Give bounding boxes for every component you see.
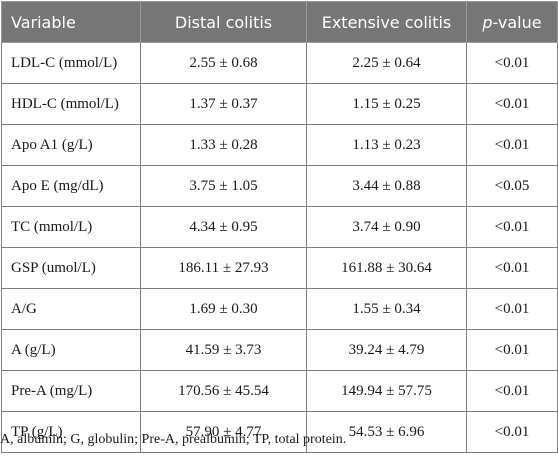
header-p-value: p-value — [466, 1, 558, 43]
cell-distal: 41.59 ± 3.73 — [140, 329, 307, 371]
cell-p-value: <0.01 — [466, 206, 558, 248]
cell-extensive: 161.88 ± 30.64 — [306, 247, 467, 289]
cell-extensive: 1.15 ± 0.25 — [306, 83, 467, 125]
table-row: GSP (umol/L) 186.11 ± 27.93 161.88 ± 30.… — [1, 247, 558, 289]
cell-distal: 4.34 ± 0.95 — [140, 206, 307, 248]
cell-distal: 186.11 ± 27.93 — [140, 247, 307, 289]
header-p-suffix: -value — [492, 12, 542, 32]
cell-variable: Apo A1 (g/L) — [1, 124, 141, 166]
header-extensive-colitis: Extensive colitis — [306, 1, 467, 43]
cell-p-value: <0.01 — [466, 42, 558, 84]
cell-p-value: <0.01 — [466, 288, 558, 330]
cell-variable: Apo E (mg/dL) — [1, 165, 141, 207]
cell-variable: HDL-C (mmol/L) — [1, 83, 141, 125]
cell-variable: A/G — [1, 288, 141, 330]
table-row: Apo A1 (g/L) 1.33 ± 0.28 1.13 ± 0.23 <0.… — [1, 124, 558, 166]
cell-extensive: 1.13 ± 0.23 — [306, 124, 467, 166]
cell-distal: 1.33 ± 0.28 — [140, 124, 307, 166]
table-row: HDL-C (mmol/L) 1.37 ± 0.37 1.15 ± 0.25 <… — [1, 83, 558, 125]
cell-distal: 57.90 ± 4.77 — [140, 411, 307, 453]
cell-variable: Pre-A (mg/L) — [1, 370, 141, 412]
header-variable: Variable — [1, 1, 141, 43]
table-body: LDL-C (mmol/L) 2.55 ± 0.68 2.25 ± 0.64 <… — [1, 42, 558, 453]
cell-variable: TC (mmol/L) — [1, 206, 141, 248]
table-row: Pre-A (mg/L) 170.56 ± 45.54 149.94 ± 57.… — [1, 370, 558, 412]
cell-extensive: 2.25 ± 0.64 — [306, 42, 467, 84]
cell-extensive: 149.94 ± 57.75 — [306, 370, 467, 412]
cell-distal: 1.37 ± 0.37 — [140, 83, 307, 125]
cell-p-value: <0.01 — [466, 370, 558, 412]
table-header: Variable Distal colitis Extensive coliti… — [1, 1, 558, 43]
table-row: TC (mmol/L) 4.34 ± 0.95 3.74 ± 0.90 <0.0… — [1, 206, 558, 248]
cell-distal: 3.75 ± 1.05 — [140, 165, 307, 207]
cell-extensive: 39.24 ± 4.79 — [306, 329, 467, 371]
table-row: LDL-C (mmol/L) 2.55 ± 0.68 2.25 ± 0.64 <… — [1, 42, 558, 84]
table-footnote: A, albumin; G, globulin; Pre-A, prealbum… — [0, 432, 347, 447]
cell-p-value: <0.01 — [466, 411, 558, 453]
cell-extensive: 1.55 ± 0.34 — [306, 288, 467, 330]
table-row: Apo E (mg/dL) 3.75 ± 1.05 3.44 ± 0.88 <0… — [1, 165, 558, 207]
header-row: Variable Distal colitis Extensive coliti… — [1, 1, 558, 43]
cell-variable: GSP (umol/L) — [1, 247, 141, 289]
cell-extensive: 3.44 ± 0.88 — [306, 165, 467, 207]
cell-p-value: <0.01 — [466, 329, 558, 371]
header-distal-colitis: Distal colitis — [140, 1, 307, 43]
cell-distal: 170.56 ± 45.54 — [140, 370, 307, 412]
cell-distal: 1.69 ± 0.30 — [140, 288, 307, 330]
table-row: TP (g/L) 57.90 ± 4.77 54.53 ± 6.96 <0.01 — [1, 411, 558, 453]
cell-p-value: <0.01 — [466, 247, 558, 289]
cell-p-value: <0.01 — [466, 124, 558, 166]
cell-extensive: 3.74 ± 0.90 — [306, 206, 467, 248]
cell-variable: TP (g/L) — [1, 411, 141, 453]
cell-variable: LDL-C (mmol/L) — [1, 42, 141, 84]
header-p-italic: p — [482, 12, 493, 32]
table-row: A/G 1.69 ± 0.30 1.55 ± 0.34 <0.01 — [1, 288, 558, 330]
cell-variable: A (g/L) — [1, 329, 141, 371]
cell-p-value: <0.01 — [466, 83, 558, 125]
cell-distal: 2.55 ± 0.68 — [140, 42, 307, 84]
cell-p-value: <0.05 — [466, 165, 558, 207]
table-row: A (g/L) 41.59 ± 3.73 39.24 ± 4.79 <0.01 — [1, 329, 558, 371]
